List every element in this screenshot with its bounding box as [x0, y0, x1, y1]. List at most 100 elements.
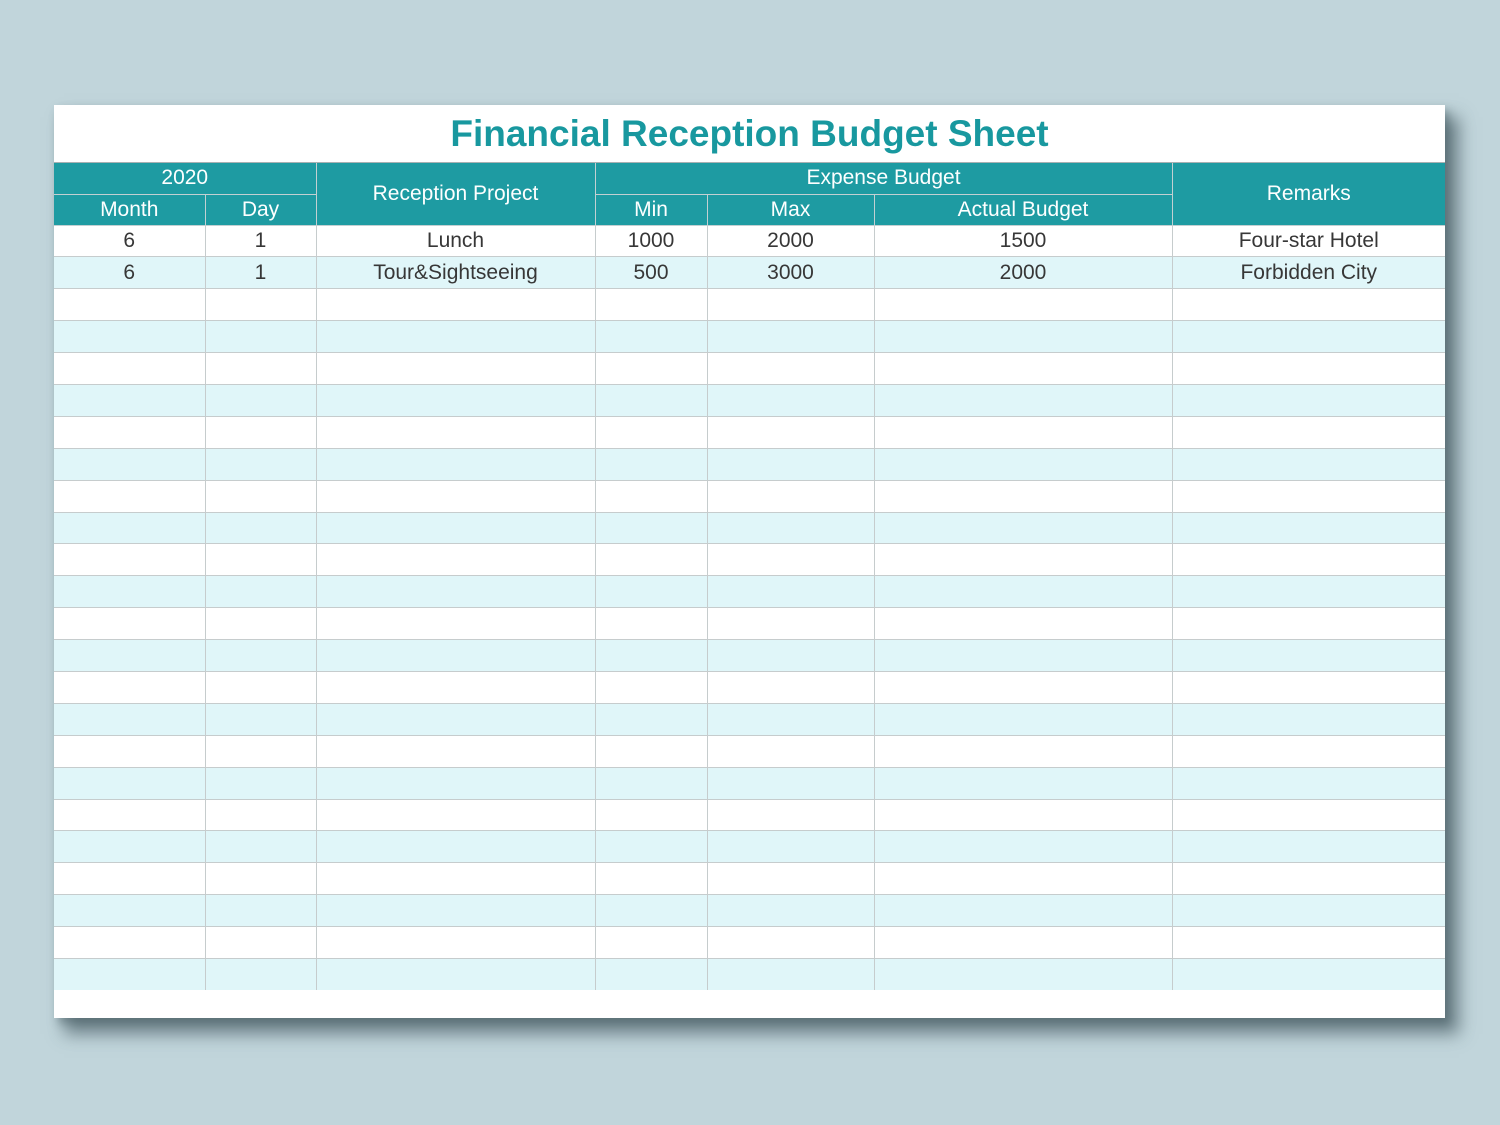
table-cell[interactable] — [315, 798, 596, 832]
table-cell[interactable] — [594, 670, 708, 704]
table-cell[interactable] — [54, 830, 206, 864]
table-cell[interactable]: 6 — [54, 224, 206, 258]
table-cell[interactable] — [204, 511, 317, 545]
table-cell[interactable] — [204, 830, 317, 864]
table-cell[interactable] — [594, 926, 708, 959]
table-cell[interactable] — [594, 957, 708, 991]
table-cell[interactable] — [873, 543, 1173, 577]
table-cell[interactable] — [873, 798, 1173, 832]
table-cell[interactable] — [706, 575, 875, 609]
table-cell[interactable] — [204, 288, 317, 322]
table-cell[interactable] — [594, 830, 708, 864]
table-cell[interactable] — [54, 798, 206, 832]
table-cell[interactable]: 6 — [54, 256, 206, 290]
table-cell[interactable] — [204, 639, 317, 672]
table-cell[interactable] — [204, 862, 317, 896]
table-cell[interactable] — [706, 288, 875, 322]
table-cell[interactable] — [1171, 511, 1445, 545]
table-cell[interactable] — [706, 734, 875, 768]
table-cell[interactable] — [315, 702, 596, 736]
table-cell[interactable]: 2000 — [706, 224, 875, 258]
table-cell[interactable] — [204, 543, 317, 577]
header-cell-min[interactable]: Min — [594, 193, 708, 226]
table-cell[interactable] — [1171, 352, 1445, 385]
table-cell[interactable] — [706, 415, 875, 449]
table-cell[interactable] — [315, 670, 596, 704]
table-cell[interactable] — [706, 798, 875, 832]
table-cell[interactable] — [706, 830, 875, 864]
table-cell[interactable] — [54, 639, 206, 672]
table-cell[interactable] — [315, 352, 596, 385]
table-cell[interactable] — [594, 862, 708, 896]
table-cell[interactable] — [1171, 830, 1445, 864]
table-cell[interactable]: 1 — [204, 256, 317, 290]
table-cell[interactable] — [204, 607, 317, 641]
table-cell[interactable] — [54, 288, 206, 322]
table-cell[interactable] — [1171, 543, 1445, 577]
table-cell[interactable] — [1171, 607, 1445, 641]
table-cell[interactable] — [873, 352, 1173, 385]
header-cell-actual-budget[interactable]: Actual Budget — [873, 193, 1173, 226]
table-cell[interactable] — [706, 320, 875, 354]
table-cell[interactable] — [315, 415, 596, 449]
table-cell[interactable] — [1171, 479, 1445, 513]
table-cell[interactable] — [315, 639, 596, 672]
table-cell[interactable] — [594, 734, 708, 768]
table-cell[interactable] — [54, 926, 206, 959]
table-cell[interactable] — [1171, 447, 1445, 481]
table-cell[interactable] — [1171, 383, 1445, 417]
table-cell[interactable] — [873, 288, 1173, 322]
table-cell[interactable] — [706, 511, 875, 545]
table-cell[interactable] — [54, 670, 206, 704]
table-cell[interactable] — [873, 862, 1173, 896]
table-cell[interactable] — [315, 383, 596, 417]
table-cell[interactable] — [54, 320, 206, 354]
table-cell[interactable] — [54, 352, 206, 385]
table-cell[interactable] — [594, 639, 708, 672]
table-cell[interactable] — [594, 766, 708, 800]
table-cell[interactable] — [594, 383, 708, 417]
table-cell[interactable]: 500 — [594, 256, 708, 290]
table-cell[interactable] — [594, 320, 708, 354]
table-cell[interactable] — [594, 479, 708, 513]
table-cell[interactable] — [1171, 415, 1445, 449]
table-cell[interactable] — [1171, 670, 1445, 704]
table-cell[interactable] — [706, 607, 875, 641]
table-cell[interactable] — [1171, 926, 1445, 959]
table-cell[interactable] — [1171, 639, 1445, 672]
table-cell[interactable] — [315, 543, 596, 577]
table-cell[interactable] — [873, 734, 1173, 768]
table-cell[interactable] — [1171, 766, 1445, 800]
table-cell[interactable] — [315, 511, 596, 545]
table-cell[interactable] — [204, 957, 317, 991]
table-cell[interactable] — [204, 702, 317, 736]
table-cell[interactable] — [204, 926, 317, 959]
table-cell[interactable] — [204, 320, 317, 354]
table-cell[interactable] — [873, 320, 1173, 354]
table-cell[interactable] — [1171, 575, 1445, 609]
table-cell[interactable] — [54, 575, 206, 609]
table-cell[interactable] — [54, 894, 206, 928]
table-cell[interactable] — [204, 670, 317, 704]
table-cell[interactable] — [1171, 734, 1445, 768]
table-cell[interactable] — [706, 702, 875, 736]
table-cell[interactable] — [204, 352, 317, 385]
table-cell[interactable] — [315, 288, 596, 322]
table-cell[interactable] — [315, 894, 596, 928]
table-cell[interactable] — [594, 702, 708, 736]
header-cell-max[interactable]: Max — [706, 193, 875, 226]
table-cell[interactable] — [873, 479, 1173, 513]
table-cell[interactable] — [873, 415, 1173, 449]
table-cell[interactable] — [1171, 798, 1445, 832]
table-cell[interactable]: 1 — [204, 224, 317, 258]
table-cell[interactable] — [873, 447, 1173, 481]
table-cell[interactable]: Forbidden City — [1171, 256, 1445, 290]
table-cell[interactable]: Tour&Sightseeing — [315, 256, 596, 290]
table-cell[interactable] — [1171, 320, 1445, 354]
table-cell[interactable] — [706, 766, 875, 800]
table-cell[interactable] — [1171, 957, 1445, 991]
table-cell[interactable] — [873, 607, 1173, 641]
table-cell[interactable] — [873, 926, 1173, 959]
table-cell[interactable] — [706, 447, 875, 481]
table-cell[interactable] — [873, 957, 1173, 991]
